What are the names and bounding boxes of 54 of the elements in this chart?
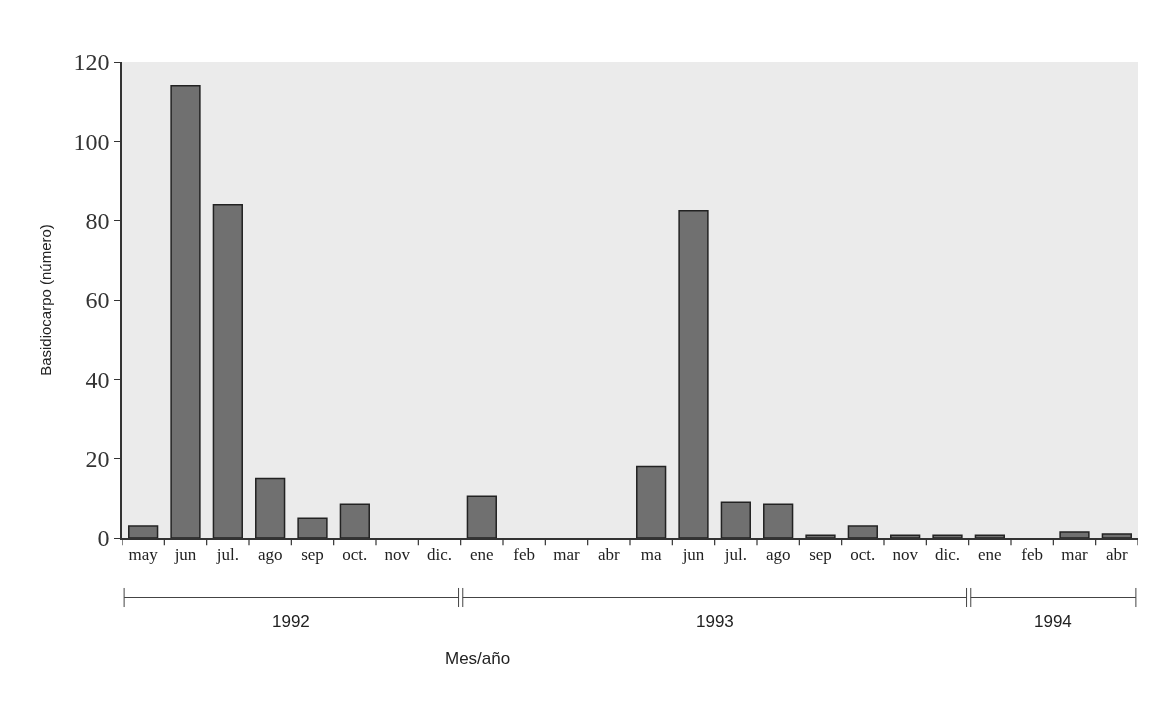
bar xyxy=(1101,533,1132,538)
bar xyxy=(128,525,159,538)
x-tick-label: ene xyxy=(470,545,494,565)
x-tick-label: jul. xyxy=(215,545,239,565)
x-tick-label: jun xyxy=(681,545,705,565)
x-tick-label: dic. xyxy=(426,545,453,565)
x-tick-label: nov xyxy=(384,545,411,565)
bar xyxy=(932,534,963,538)
x-tick-label: ma xyxy=(640,545,662,565)
x-tick-label: abr xyxy=(597,545,621,565)
text: 1992 xyxy=(272,612,310,631)
x-tick-label: jun xyxy=(173,545,197,565)
bar xyxy=(255,477,286,538)
bar xyxy=(678,210,709,538)
bar xyxy=(170,85,201,538)
bar xyxy=(297,517,328,538)
bar xyxy=(847,525,878,538)
bar xyxy=(339,503,370,538)
bar xyxy=(212,204,243,538)
y-tick-label: 20 xyxy=(85,446,110,473)
x-tick-label: ene xyxy=(978,545,1002,565)
y-tick-label: 40 xyxy=(85,366,110,393)
x-tick-label: oct. xyxy=(342,545,368,565)
x-tick-label: ago xyxy=(765,545,791,565)
x-tick-label: feb xyxy=(1021,545,1044,565)
bar xyxy=(805,534,836,538)
x-tick-label: feb xyxy=(513,545,536,565)
y-tick-label: 100 xyxy=(73,128,110,155)
text: 1993 xyxy=(696,612,734,631)
y-tick-label: 80 xyxy=(85,208,110,235)
x-axis-title: Mes/año xyxy=(445,649,511,668)
x-tick-label: jul. xyxy=(723,545,747,565)
y-tick-label: 60 xyxy=(85,287,110,314)
x-tick-label: mar xyxy=(1061,545,1089,565)
x-tick-label: oct. xyxy=(850,545,876,565)
bar xyxy=(974,534,1005,538)
x-tick-label: sep xyxy=(809,545,832,565)
bar xyxy=(636,465,667,538)
bar xyxy=(890,534,921,538)
x-tick-label: dic. xyxy=(934,545,961,565)
x-tick-label: mar xyxy=(553,545,581,565)
x-tick-label: may xyxy=(128,545,159,565)
x-tick-label: abr xyxy=(1105,545,1129,565)
x-tick-label: nov xyxy=(892,545,919,565)
bar xyxy=(466,495,497,538)
bar xyxy=(720,501,751,538)
x-tick-label: ago xyxy=(257,545,283,565)
bar xyxy=(763,503,794,538)
bar xyxy=(1059,531,1090,538)
y-axis-title: Basidiocarpo (número) xyxy=(37,224,55,376)
x-tick-label: sep xyxy=(301,545,324,565)
y-tick-label: 0 xyxy=(97,525,110,552)
y-tick-label: 120 xyxy=(73,49,110,76)
text: 1994 xyxy=(1034,612,1072,631)
